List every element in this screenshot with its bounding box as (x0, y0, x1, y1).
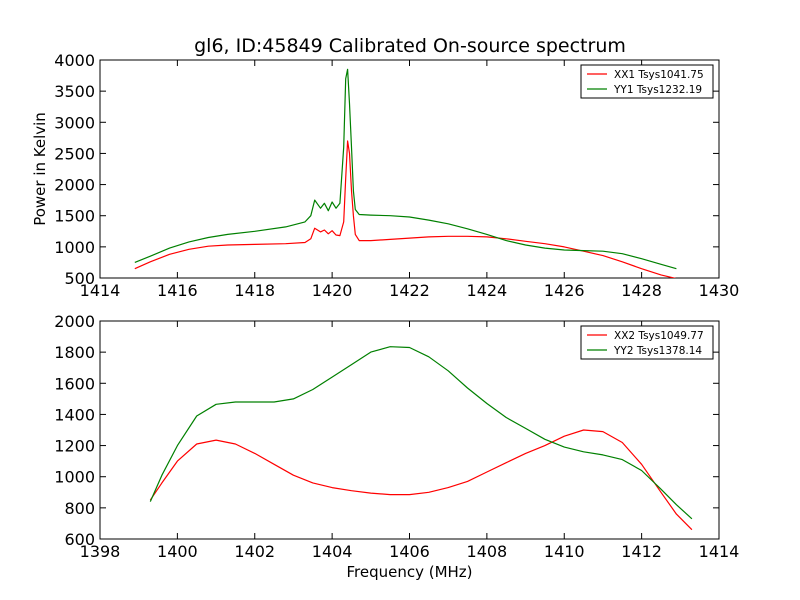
x-tick-label: 1414 (80, 281, 121, 300)
y-tick-label: 1400 (54, 405, 95, 424)
y-axis-label: Power in Kelvin (31, 112, 49, 226)
x-tick-label: 1412 (621, 542, 662, 561)
x-tick-label: 1408 (467, 542, 508, 561)
x-tick-label: 1406 (389, 542, 430, 561)
y-tick-label: 3500 (54, 82, 95, 101)
y-tick-label: 4000 (54, 51, 95, 70)
y-tick-label: 1800 (54, 343, 95, 362)
y-tick-label: 1200 (54, 437, 95, 456)
legend-label: YY1 Tsys1232.19 (613, 84, 702, 96)
y-tick-label: 800 (64, 499, 95, 518)
series-line-yy1 (134, 68, 677, 270)
x-tick-label: 1400 (157, 542, 198, 561)
x-tick-label: 1430 (699, 281, 740, 300)
x-tick-label: 1424 (467, 281, 508, 300)
series-line-yy2 (149, 346, 693, 520)
y-tick-label: 2000 (54, 312, 95, 331)
legend-label: YY2 Tsys1378.14 (613, 345, 702, 357)
x-tick-label: 1410 (544, 542, 585, 561)
legend (580, 325, 714, 360)
y-tick-label: 2500 (54, 144, 95, 163)
y-tick-label: 1000 (54, 238, 95, 257)
series-line-xx2 (149, 429, 693, 531)
x-tick-label: 1420 (312, 281, 353, 300)
legend (580, 64, 714, 99)
y-tick-label: 500 (64, 269, 95, 288)
chart-bottom: 1398 1400 1402 1404 1406 1408 1410 1412 1414 600 8… (54, 312, 739, 581)
x-tick-label: 1402 (234, 542, 275, 561)
x-axis-label: Frequency (MHz) (346, 563, 472, 581)
legend-label: XX1 Tsys1041.75 (614, 69, 704, 81)
y-tick-label: 1000 (54, 468, 95, 487)
x-tick-label: 1398 (80, 542, 121, 561)
y-tick-label: 1600 (54, 374, 95, 393)
x-tick-label: 1422 (389, 281, 430, 300)
chart-title: gl6, ID:45849 Calibrated On-source spect… (194, 35, 626, 57)
y-tick-label: 3000 (54, 113, 95, 132)
x-tick-label: 1418 (234, 281, 275, 300)
x-tick-label: 1416 (157, 281, 198, 300)
series-line-xx1 (134, 140, 677, 278)
chart-top: 1414 1416 1418 1420 1422 1424 1426 1428 1430 500 1… (31, 51, 739, 300)
y-tick-label: 1500 (54, 207, 95, 226)
x-tick-label: 1428 (621, 281, 662, 300)
y-tick-label: 600 (64, 530, 95, 549)
y-tick-label: 2000 (54, 176, 95, 195)
x-tick-label: 1414 (699, 542, 740, 561)
x-tick-label: 1426 (544, 281, 585, 300)
legend-label: XX2 Tsys1049.77 (614, 330, 704, 342)
x-tick-label: 1404 (312, 542, 353, 561)
